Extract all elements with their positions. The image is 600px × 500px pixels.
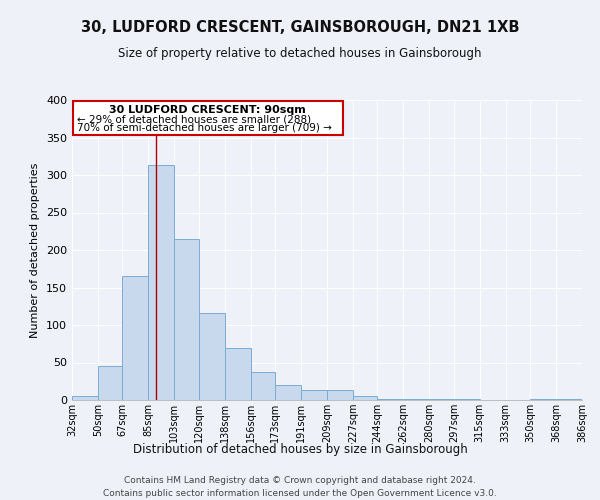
Bar	[454, 399, 480, 400]
Bar	[429, 399, 454, 400]
Bar	[98, 366, 122, 400]
Bar	[275, 385, 301, 400]
Bar	[122, 276, 148, 400]
Bar	[72, 396, 98, 400]
Text: Contains public sector information licensed under the Open Government Licence v3: Contains public sector information licen…	[103, 489, 497, 498]
Text: 30 LUDFORD CRESCENT: 90sqm: 30 LUDFORD CRESCENT: 90sqm	[109, 106, 306, 116]
Bar	[251, 372, 275, 400]
Text: ← 29% of detached houses are smaller (288): ← 29% of detached houses are smaller (28…	[77, 114, 311, 124]
Bar	[556, 399, 582, 400]
Bar	[301, 390, 327, 400]
Y-axis label: Number of detached properties: Number of detached properties	[31, 162, 40, 338]
Bar	[225, 348, 251, 400]
Bar	[327, 390, 353, 400]
Bar	[199, 313, 225, 400]
Text: 30, LUDFORD CRESCENT, GAINSBOROUGH, DN21 1XB: 30, LUDFORD CRESCENT, GAINSBOROUGH, DN21…	[81, 20, 519, 35]
Bar	[530, 399, 556, 400]
Text: Size of property relative to detached houses in Gainsborough: Size of property relative to detached ho…	[118, 48, 482, 60]
Bar	[377, 398, 403, 400]
Bar	[148, 165, 174, 400]
Text: Distribution of detached houses by size in Gainsborough: Distribution of detached houses by size …	[133, 442, 467, 456]
Bar	[403, 399, 429, 400]
Text: 70% of semi-detached houses are larger (709) →: 70% of semi-detached houses are larger (…	[77, 123, 332, 133]
FancyBboxPatch shape	[73, 101, 343, 135]
Bar	[353, 396, 377, 400]
Text: Contains HM Land Registry data © Crown copyright and database right 2024.: Contains HM Land Registry data © Crown c…	[124, 476, 476, 485]
Bar	[174, 239, 199, 400]
